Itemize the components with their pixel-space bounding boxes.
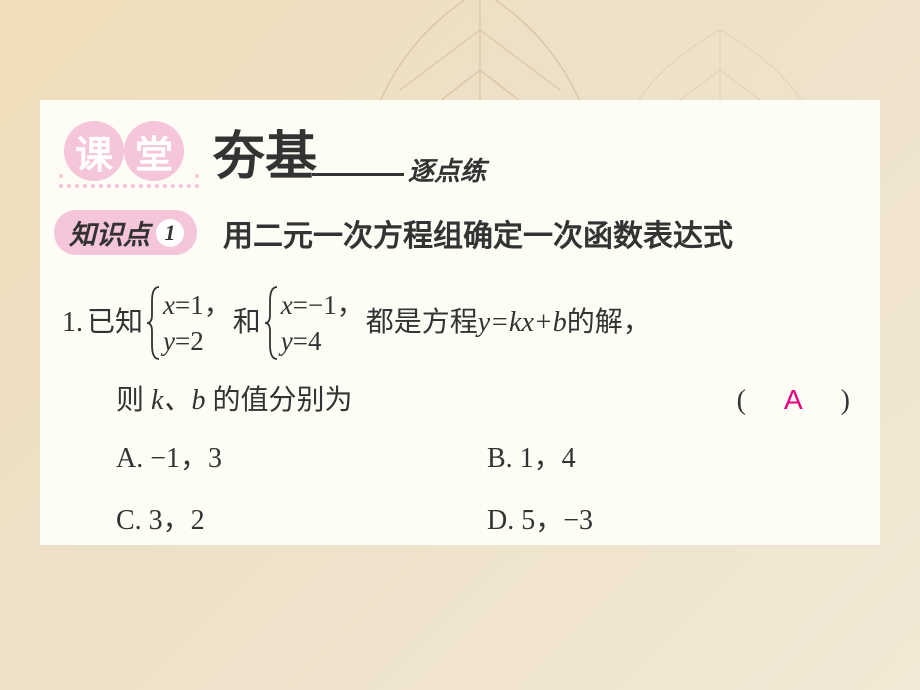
question-middle: 都是方程 — [366, 302, 478, 344]
question-number: 1. — [62, 302, 83, 344]
subtitle-line — [312, 173, 404, 176]
left-brace-icon — [145, 285, 163, 361]
knowledge-badge: 知识点 1 — [54, 210, 197, 255]
question-line-2: 则 k、b 的值分别为 ( A ) — [62, 379, 858, 422]
question-prefix: 已知 — [87, 302, 143, 344]
content-panel: 课 堂 夯基 逐点练 知识点 1 用二元一次方程组确定一次函数表达式 1. 已知 — [40, 100, 880, 545]
badge-char-2: 堂 — [135, 124, 173, 179]
question-suffix: 的解， — [567, 302, 651, 344]
knowledge-label: 知识点 — [69, 213, 150, 252]
question-block: 1. 已知 x=1， y=2 和 x=−1， — [62, 285, 858, 542]
equation-text: y=kx+b — [478, 302, 567, 344]
knowledge-row: 知识点 1 用二元一次方程组确定一次函数表达式 — [54, 210, 858, 255]
options-grid: A. −1，3 B. 1，4 C. 3，2 D. 5，−3 — [62, 438, 858, 542]
header-row: 课 堂 夯基 逐点练 — [62, 114, 858, 192]
connector-and: 和 — [233, 302, 261, 344]
badge-circle-2: 堂 — [124, 121, 184, 181]
answer-letter: A — [784, 384, 803, 415]
question-line-1: 1. 已知 x=1， y=2 和 x=−1， — [62, 285, 858, 361]
ketang-badge: 课 堂 — [62, 119, 197, 187]
badge-circle-1: 课 — [64, 121, 124, 181]
option-a: A. −1，3 — [116, 438, 487, 480]
option-d: D. 5，−3 — [487, 500, 858, 542]
badge-dot-border — [59, 174, 199, 188]
left-brace-icon — [263, 285, 281, 361]
section-title: 夯基 — [213, 114, 317, 189]
equation-system-1: x=1， y=2 — [145, 285, 231, 361]
equation-system-2: x=−1， y=4 — [263, 285, 364, 361]
subtitle-text: 逐点练 — [408, 151, 486, 188]
knowledge-number: 1 — [156, 219, 184, 247]
badge-char-1: 课 — [75, 124, 113, 179]
knowledge-title: 用二元一次方程组确定一次函数表达式 — [223, 211, 733, 255]
option-c: C. 3，2 — [116, 500, 487, 542]
answer-parenthesis: ( A ) — [737, 379, 850, 422]
option-b: B. 1，4 — [487, 438, 858, 480]
